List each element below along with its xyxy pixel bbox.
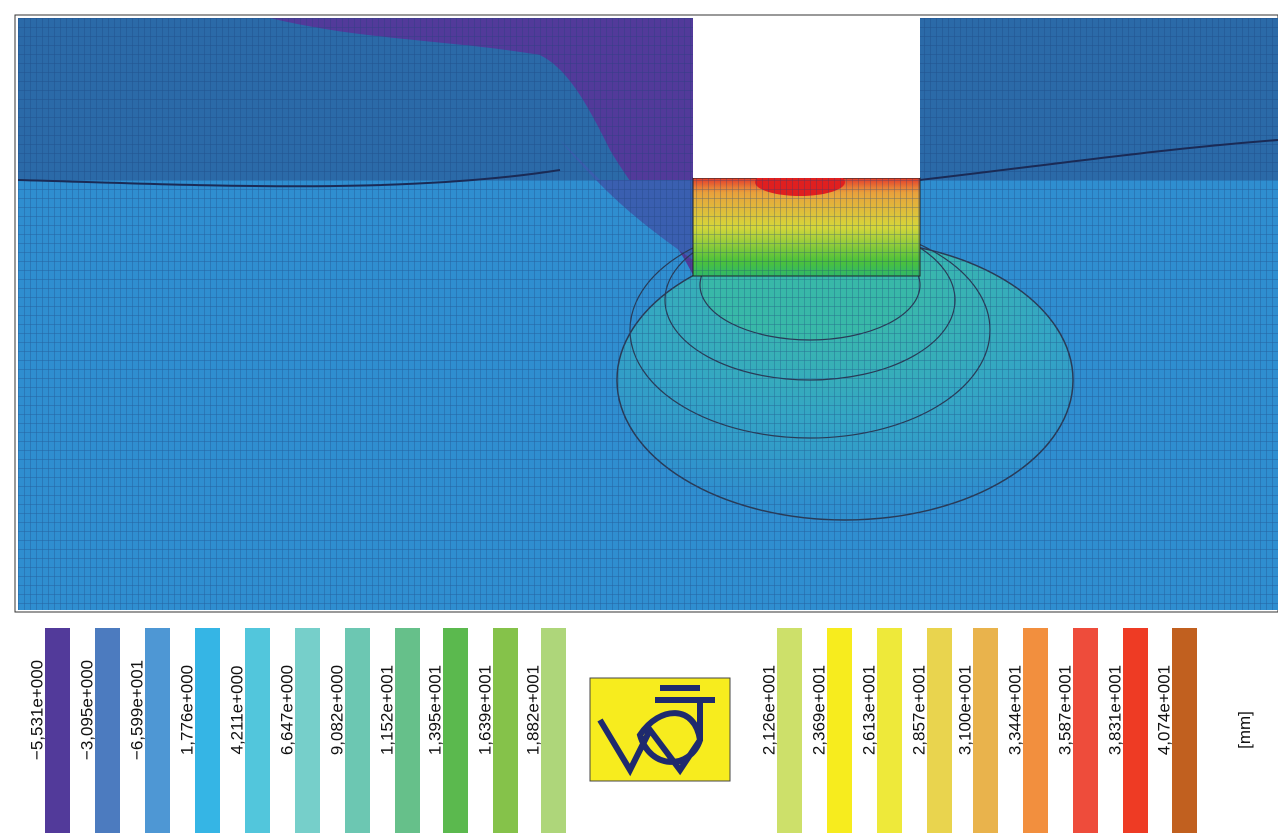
legend-swatch xyxy=(145,628,170,833)
logo-box xyxy=(590,678,730,781)
legend-swatch xyxy=(777,628,802,833)
legend-label: 4,074e+001 xyxy=(1154,665,1173,755)
legend-label: 3,831e+001 xyxy=(1105,665,1124,755)
legend-swatch xyxy=(827,628,852,833)
legend-label: −5,531e+000 xyxy=(27,660,46,760)
notch xyxy=(693,16,920,178)
legend-label: 2,126e+001 xyxy=(759,665,778,755)
legend-label: 2,369e+001 xyxy=(809,665,828,755)
legend-label: 3,344e+001 xyxy=(1005,665,1024,755)
legend-swatch xyxy=(443,628,468,833)
legend-swatch xyxy=(877,628,902,833)
legend-swatch xyxy=(1073,628,1098,833)
legend-swatch xyxy=(1123,628,1148,833)
legend-label: 1,152e+001 xyxy=(377,665,396,755)
legend-swatch xyxy=(195,628,220,833)
legend-swatch xyxy=(245,628,270,833)
legend-label: 1,882e+001 xyxy=(523,665,542,755)
legend-label: 6,647e+000 xyxy=(277,665,296,755)
legend-label: 2,857e+001 xyxy=(909,665,928,755)
legend-swatch xyxy=(1172,628,1197,833)
simulation-figure: [mm] −5,531e+000 −3,095e+000 −6,599e+001 1,… xyxy=(0,0,1278,834)
legend-label: 2,613e+001 xyxy=(859,665,878,755)
legend-swatch xyxy=(541,628,566,833)
legend-label: 4,211e+000 xyxy=(227,665,246,754)
legend-swatch xyxy=(395,628,420,833)
legend-swatch xyxy=(1023,628,1048,833)
legend-label: −3,095e+000 xyxy=(77,660,96,760)
legend-label: 1,776e+000 xyxy=(177,665,196,755)
contour-plot xyxy=(15,15,1278,612)
legend-label: 1,395e+001 xyxy=(425,665,444,755)
legend-label: −6,599e+001 xyxy=(127,660,146,760)
legend-swatch xyxy=(95,628,120,833)
legend-swatch xyxy=(973,628,998,833)
mesh xyxy=(18,18,1278,610)
legend-label: 3,587e+001 xyxy=(1055,665,1074,755)
unit-label: [mm] xyxy=(1235,711,1254,749)
legend-label: 3,100e+001 xyxy=(955,665,974,755)
legend-swatch xyxy=(493,628,518,833)
legend-label: 1,639e+001 xyxy=(475,665,494,755)
legend-swatch xyxy=(295,628,320,833)
legend-swatch xyxy=(45,628,70,833)
legend-swatch xyxy=(345,628,370,833)
page: {"legend": {"entries": [ {"label": "−5,5… xyxy=(0,0,1278,834)
legend-label: 9,082e+000 xyxy=(327,665,346,755)
legend-swatch xyxy=(927,628,952,833)
logo xyxy=(590,678,730,781)
